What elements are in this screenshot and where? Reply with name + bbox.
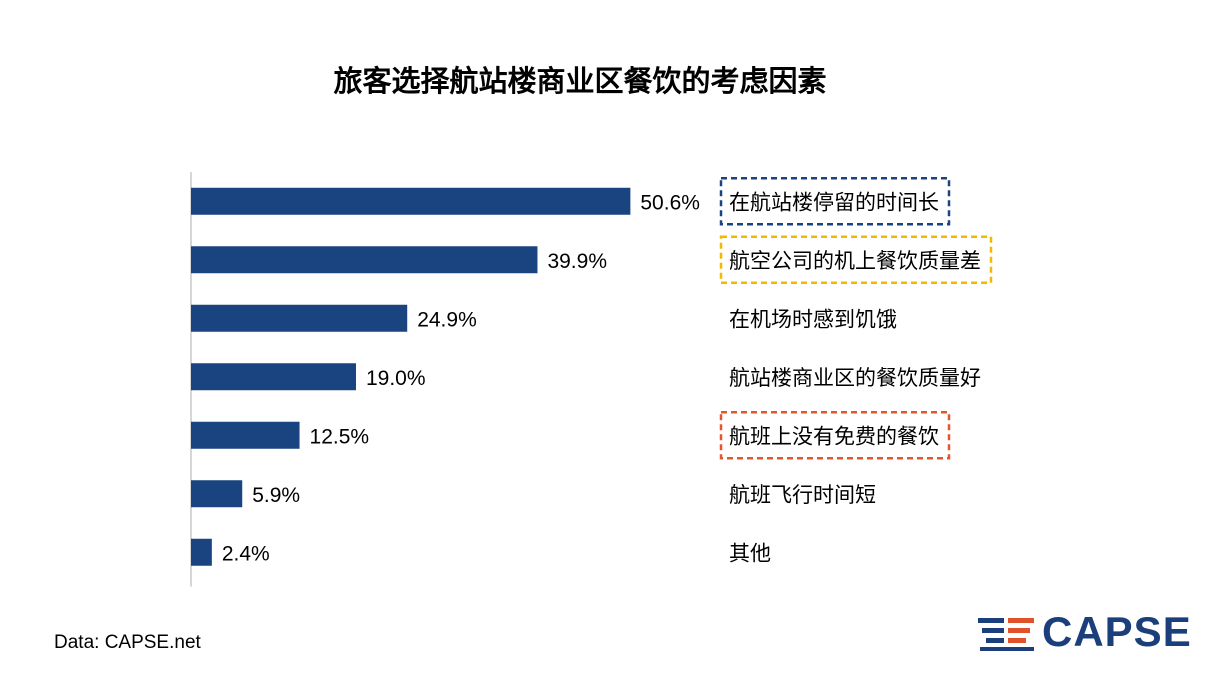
capse-mark-icon: [978, 618, 1034, 651]
highlight-box-1: [719, 177, 951, 226]
capse-logo: CAPSE: [978, 608, 1191, 656]
category-label-3: 在机场时感到饥饿: [729, 307, 897, 331]
category-label-5: 航班上没有免费的餐饮: [729, 424, 939, 448]
bar-3: [191, 304, 408, 332]
bar-7: [191, 538, 212, 566]
category-label-7: 其他: [729, 541, 771, 565]
value-label-4: 19.0%: [366, 367, 426, 390]
bar-6: [191, 480, 243, 508]
value-label-2: 39.9%: [547, 250, 607, 273]
highlight-box-5: [719, 411, 951, 460]
category-label-1: 在航站楼停留的时间长: [729, 190, 939, 214]
value-label-1: 50.6%: [640, 191, 700, 214]
highlight-box-2: [719, 235, 993, 284]
value-label-3: 24.9%: [417, 308, 477, 331]
bar-5: [191, 421, 300, 449]
value-label-6: 5.9%: [252, 484, 300, 507]
data-source: Data: CAPSE.net: [54, 632, 201, 653]
logo-text: CAPSE: [1042, 608, 1192, 655]
bar-1: [191, 187, 631, 215]
category-label-6: 航班飞行时间短: [729, 483, 876, 507]
category-label-4: 航站楼商业区的餐饮质量好: [729, 366, 981, 390]
chart-title: 旅客选择航站楼商业区餐饮的考虑因素: [333, 64, 827, 98]
bar-4: [191, 363, 356, 391]
category-label-2: 航空公司的机上餐饮质量差: [729, 249, 981, 273]
bar-2: [191, 246, 538, 274]
value-label-5: 12.5%: [310, 425, 370, 448]
value-label-7: 2.4%: [222, 542, 270, 565]
